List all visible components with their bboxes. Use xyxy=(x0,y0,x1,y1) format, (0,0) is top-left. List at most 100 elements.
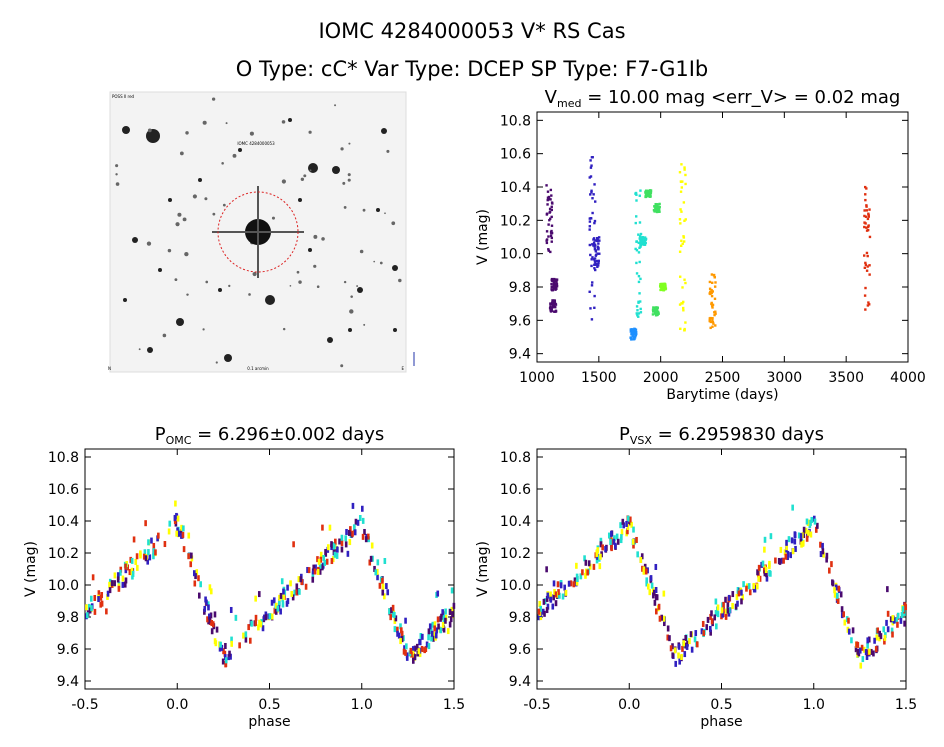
phase-point xyxy=(842,611,846,618)
phase-point xyxy=(381,577,384,584)
lightcurve-point xyxy=(679,190,683,193)
phase-point xyxy=(450,587,454,594)
figure-subtitle: O Type: cC* Var Type: DCEP SP Type: F7-G… xyxy=(236,57,709,81)
finder-star xyxy=(238,148,242,152)
phase-point xyxy=(259,621,263,628)
lightcurve-point xyxy=(635,240,638,243)
phase-point xyxy=(285,600,289,607)
phase-point xyxy=(113,572,117,579)
lightcurve-point xyxy=(867,213,870,217)
phase-point xyxy=(424,646,428,653)
lightcurve-point xyxy=(637,274,641,278)
phase-point xyxy=(663,620,666,627)
phase-point xyxy=(290,590,294,597)
phase-point xyxy=(847,628,851,635)
finder-star xyxy=(202,120,207,125)
phase-point xyxy=(220,644,224,651)
lightcurve-point xyxy=(678,303,682,306)
lightcurve-point xyxy=(680,163,683,166)
lightcurve-point xyxy=(635,305,639,308)
phase-point xyxy=(385,583,388,590)
phase-point xyxy=(684,635,688,642)
lightcurve-point xyxy=(555,280,558,283)
phase-point xyxy=(793,538,797,545)
phase-point xyxy=(224,657,228,664)
phase-point xyxy=(854,646,858,653)
lightcurve-point xyxy=(592,193,595,196)
lightcurve-point xyxy=(639,189,642,192)
phase-point xyxy=(728,607,731,614)
lightcurve-point xyxy=(866,254,869,258)
phase-point xyxy=(336,546,339,553)
x-tick-label: -0.5 xyxy=(523,697,550,713)
phase-point xyxy=(789,552,792,559)
lightcurve-point xyxy=(864,286,867,290)
finder-star xyxy=(348,328,352,332)
phase-point xyxy=(556,581,560,588)
phase-point xyxy=(208,584,212,591)
phase-point xyxy=(856,648,860,655)
phase-point xyxy=(599,541,603,548)
phase-point xyxy=(864,649,868,656)
lightcurve-point xyxy=(547,195,551,199)
phase-point xyxy=(731,591,735,598)
finder-star xyxy=(115,182,120,186)
phase-point xyxy=(451,611,454,618)
finder-star xyxy=(281,179,286,184)
phase-point xyxy=(757,564,761,571)
phase-point xyxy=(807,519,811,526)
lightcurve-point xyxy=(710,291,713,295)
finder-star xyxy=(158,268,162,272)
phase-point xyxy=(173,518,177,525)
lightcurve-point xyxy=(550,236,554,240)
x-tick-label: 4000 xyxy=(890,370,926,386)
phase-point xyxy=(123,581,127,588)
lightcurve-point xyxy=(551,288,554,291)
phase-point xyxy=(209,588,213,595)
phase-point xyxy=(393,626,397,633)
phase-point xyxy=(425,641,429,648)
phase-point xyxy=(636,551,639,558)
lightcurve-point xyxy=(547,249,550,252)
lightcurve-point xyxy=(550,205,553,209)
phase-point xyxy=(391,604,395,611)
phase-point xyxy=(755,583,759,590)
phase-point xyxy=(693,636,697,643)
lightcurve-point xyxy=(683,168,686,171)
lightcurve-point xyxy=(630,328,633,331)
phase-point xyxy=(347,529,351,536)
phase-point xyxy=(361,505,364,512)
lightcurve-point xyxy=(546,190,550,193)
lightcurve-point xyxy=(638,235,642,238)
phase-point xyxy=(868,648,871,655)
lightcurve-point xyxy=(865,204,868,207)
phase-point xyxy=(674,660,678,667)
phase-point xyxy=(168,520,172,527)
phase-point xyxy=(830,561,833,568)
phase-point xyxy=(689,631,693,638)
lightcurve-point xyxy=(647,193,650,197)
lightcurve-point xyxy=(868,273,871,276)
lightcurve-point xyxy=(866,304,870,307)
phase-point xyxy=(584,572,587,579)
lightcurve-point xyxy=(864,263,868,267)
phase-point xyxy=(736,600,739,607)
phase-point xyxy=(837,585,841,592)
finder-star xyxy=(340,364,344,368)
phase-point xyxy=(86,612,89,619)
lightcurve-point xyxy=(591,156,594,159)
phase-point xyxy=(554,600,558,607)
phase-point xyxy=(677,652,680,659)
phase-point xyxy=(340,546,344,553)
phase-point xyxy=(428,623,432,630)
finder-star xyxy=(205,280,209,284)
lightcurve-point xyxy=(682,240,686,243)
x-tick-label: 3500 xyxy=(828,370,864,386)
phase-point xyxy=(725,608,728,615)
y-tick-label: 9.4 xyxy=(509,674,531,690)
phase-point xyxy=(701,620,705,627)
lightcurve-point xyxy=(649,191,653,194)
lightcurve-point xyxy=(589,307,592,310)
x-axis-label: phase xyxy=(700,714,742,730)
phase-point xyxy=(376,559,380,566)
